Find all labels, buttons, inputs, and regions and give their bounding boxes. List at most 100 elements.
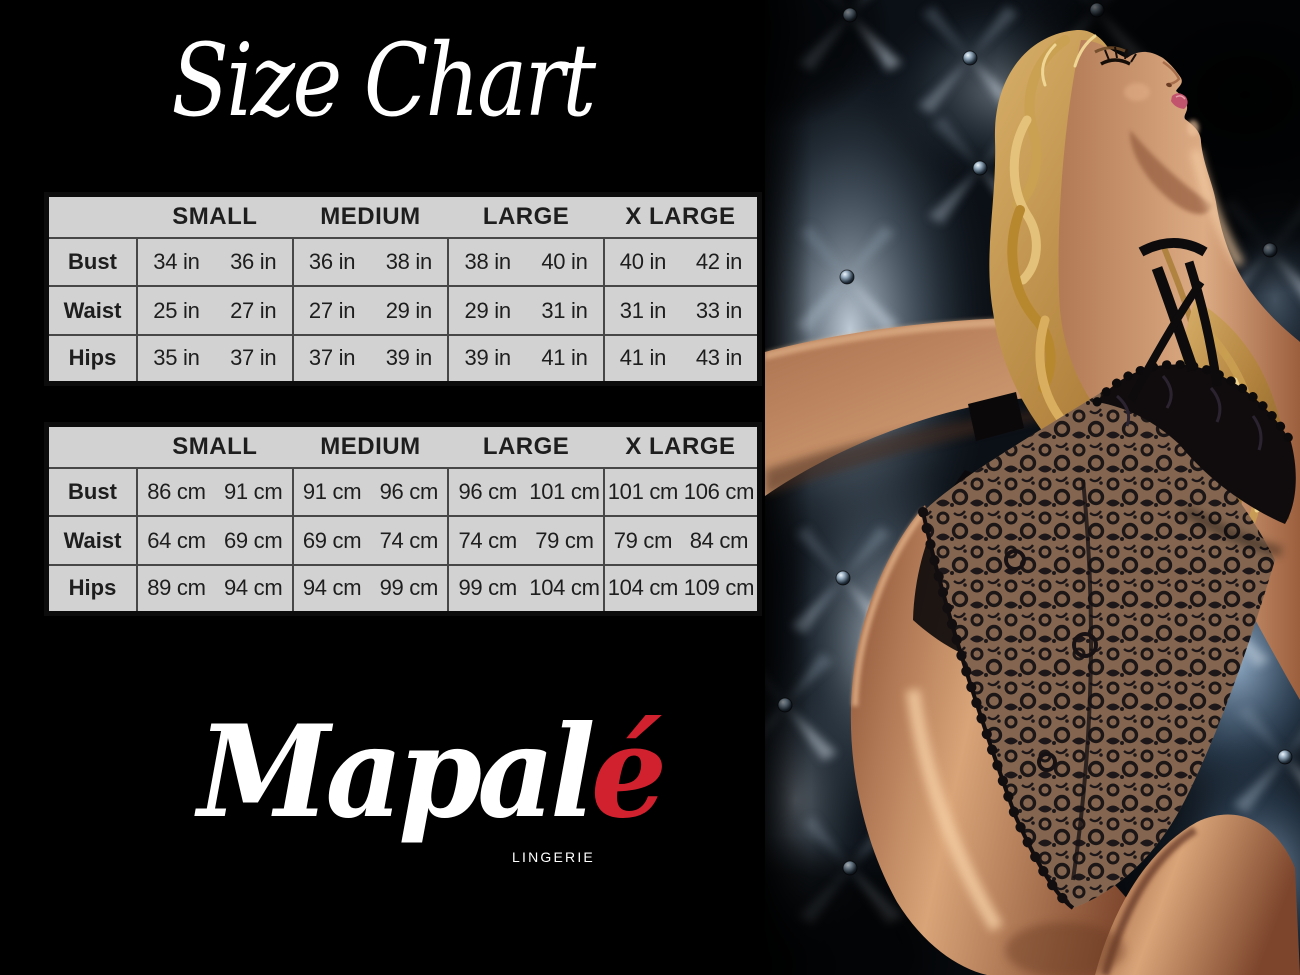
column-header: LARGE — [448, 424, 604, 469]
value-pair: 40 in 42 in — [605, 249, 757, 275]
size-value: 36 in — [308, 249, 356, 275]
size-value: 109 cm — [683, 575, 755, 601]
size-value: 101 cm — [607, 479, 679, 505]
value-pair: 34 in 36 in — [138, 249, 292, 275]
value-pair: 27 in 29 in — [294, 298, 448, 324]
size-cell: 27 in 29 in — [291, 285, 450, 336]
size-value: 89 cm — [147, 575, 206, 601]
size-value: 96 cm — [458, 479, 517, 505]
size-value: 104 cm — [607, 575, 679, 601]
table-row: Bust 34 in 36 in 36 in 38 in 38 in 40 in 40 in 4… — [45, 236, 761, 288]
size-value: 29 in — [464, 297, 512, 323]
size-cell: 34 in 36 in — [136, 236, 294, 288]
table-row: Hips 35 in 37 in 37 in 39 in 39 in 41 in 41 in 4… — [45, 333, 761, 385]
size-value: 31 in — [541, 297, 588, 323]
table-row: Waist 25 in 27 in 27 in 29 in 29 in 31 in 31 in… — [45, 285, 761, 336]
value-pair: 89 cm 94 cm — [138, 575, 292, 601]
value-pair: 94 cm 99 cm — [294, 575, 448, 601]
value-pair: 38 in 40 in — [449, 249, 603, 275]
row-label: Waist — [45, 515, 138, 566]
value-pair: 35 in 37 in — [138, 345, 292, 371]
row-label: Hips — [45, 563, 138, 615]
size-cell: 104 cm 109 cm — [602, 563, 761, 615]
row-label: Waist — [45, 285, 138, 336]
column-header: MEDIUM — [292, 194, 449, 239]
row-label: Bust — [45, 236, 138, 288]
size-cell: 39 in 41 in — [447, 333, 605, 385]
size-value: 74 cm — [458, 527, 517, 553]
brand-name-accent: é — [590, 698, 667, 846]
size-value: 106 cm — [683, 479, 755, 505]
size-value: 27 in — [230, 297, 277, 323]
brand-logo: Mapalé — [183, 698, 677, 846]
size-table-in: SMALL MEDIUM LARGE X LARGE Bust 34 in 36 in 36 … — [44, 192, 762, 386]
size-value: 101 cm — [529, 479, 600, 505]
size-value: 40 in — [619, 249, 667, 275]
size-value: 79 cm — [535, 527, 594, 553]
corner-cell — [46, 194, 137, 239]
size-value: 35 in — [153, 345, 200, 371]
eyelashes — [1104, 46, 1137, 63]
value-pair: 96 cm 101 cm — [449, 479, 603, 505]
size-cell: 64 cm 69 cm — [136, 515, 294, 566]
size-value: 27 in — [308, 297, 356, 323]
value-pair: 41 in 43 in — [605, 345, 757, 371]
row-label: Bust — [45, 466, 138, 518]
size-value: 29 in — [385, 297, 433, 323]
size-value: 79 cm — [613, 527, 673, 553]
size-value: 43 in — [695, 345, 743, 371]
arm-band — [968, 392, 1024, 441]
value-pair: 31 in 33 in — [605, 298, 757, 324]
size-cell: 99 cm 104 cm — [447, 563, 605, 615]
halter-straps — [1127, 238, 1222, 402]
size-value: 69 cm — [224, 527, 283, 553]
brand-name: Mapal — [197, 698, 596, 846]
size-cell: 41 in 43 in — [602, 333, 761, 385]
value-pair: 79 cm 84 cm — [605, 528, 757, 554]
value-pair: 64 cm 69 cm — [138, 528, 292, 554]
size-value: 37 in — [308, 345, 356, 371]
size-value: 94 cm — [302, 575, 362, 601]
size-cell: 36 in 38 in — [291, 236, 450, 288]
closed-eye — [1100, 58, 1131, 66]
size-cell: 89 cm 94 cm — [136, 563, 294, 615]
value-pair: 91 cm 96 cm — [294, 479, 448, 505]
size-value: 25 in — [153, 297, 200, 323]
value-pair: 29 in 31 in — [449, 298, 603, 324]
size-cell: 86 cm 91 cm — [136, 466, 294, 518]
column-header: X LARGE — [603, 424, 760, 469]
size-value: 39 in — [464, 345, 512, 371]
column-header: LARGE — [448, 194, 604, 239]
value-pair: 99 cm 104 cm — [449, 575, 603, 601]
size-value: 42 in — [695, 249, 743, 275]
size-value: 69 cm — [302, 527, 362, 553]
value-pair: 86 cm 91 cm — [138, 479, 292, 505]
size-cell: 40 in 42 in — [602, 236, 761, 288]
model-photo — [765, 0, 1300, 975]
size-value: 40 in — [541, 249, 588, 275]
value-pair: 39 in 41 in — [449, 345, 603, 371]
size-cell: 96 cm 101 cm — [447, 466, 605, 518]
size-table-cm: SMALL MEDIUM LARGE X LARGE Bust 86 cm 91 cm 91 … — [44, 422, 762, 616]
size-cell: 69 cm 74 cm — [291, 515, 450, 566]
value-pair: 25 in 27 in — [138, 298, 292, 324]
value-pair: 104 cm 109 cm — [605, 575, 757, 601]
size-value: 37 in — [230, 345, 277, 371]
size-value: 74 cm — [379, 527, 439, 553]
size-value: 41 in — [541, 345, 588, 371]
table-row: Waist 64 cm 69 cm 69 cm 74 cm 74 cm 79 cm 79 cm… — [45, 515, 761, 566]
size-table-centimeters: SMALL MEDIUM LARGE X LARGE Bust 86 cm 91 cm 91 … — [44, 422, 762, 616]
size-cell: 29 in 31 in — [447, 285, 605, 336]
size-value: 38 in — [464, 249, 512, 275]
size-cell: 101 cm 106 cm — [602, 466, 761, 518]
brand-tagline: LINGERIE — [512, 849, 595, 865]
value-pair: 74 cm 79 cm — [449, 528, 603, 554]
column-header: X LARGE — [603, 194, 760, 239]
size-value: 34 in — [153, 249, 200, 275]
size-cell: 35 in 37 in — [136, 333, 294, 385]
header-row: SMALL MEDIUM LARGE X LARGE — [46, 194, 760, 239]
nose — [1162, 60, 1181, 86]
size-value: 91 cm — [224, 479, 283, 505]
size-value: 36 in — [230, 249, 277, 275]
